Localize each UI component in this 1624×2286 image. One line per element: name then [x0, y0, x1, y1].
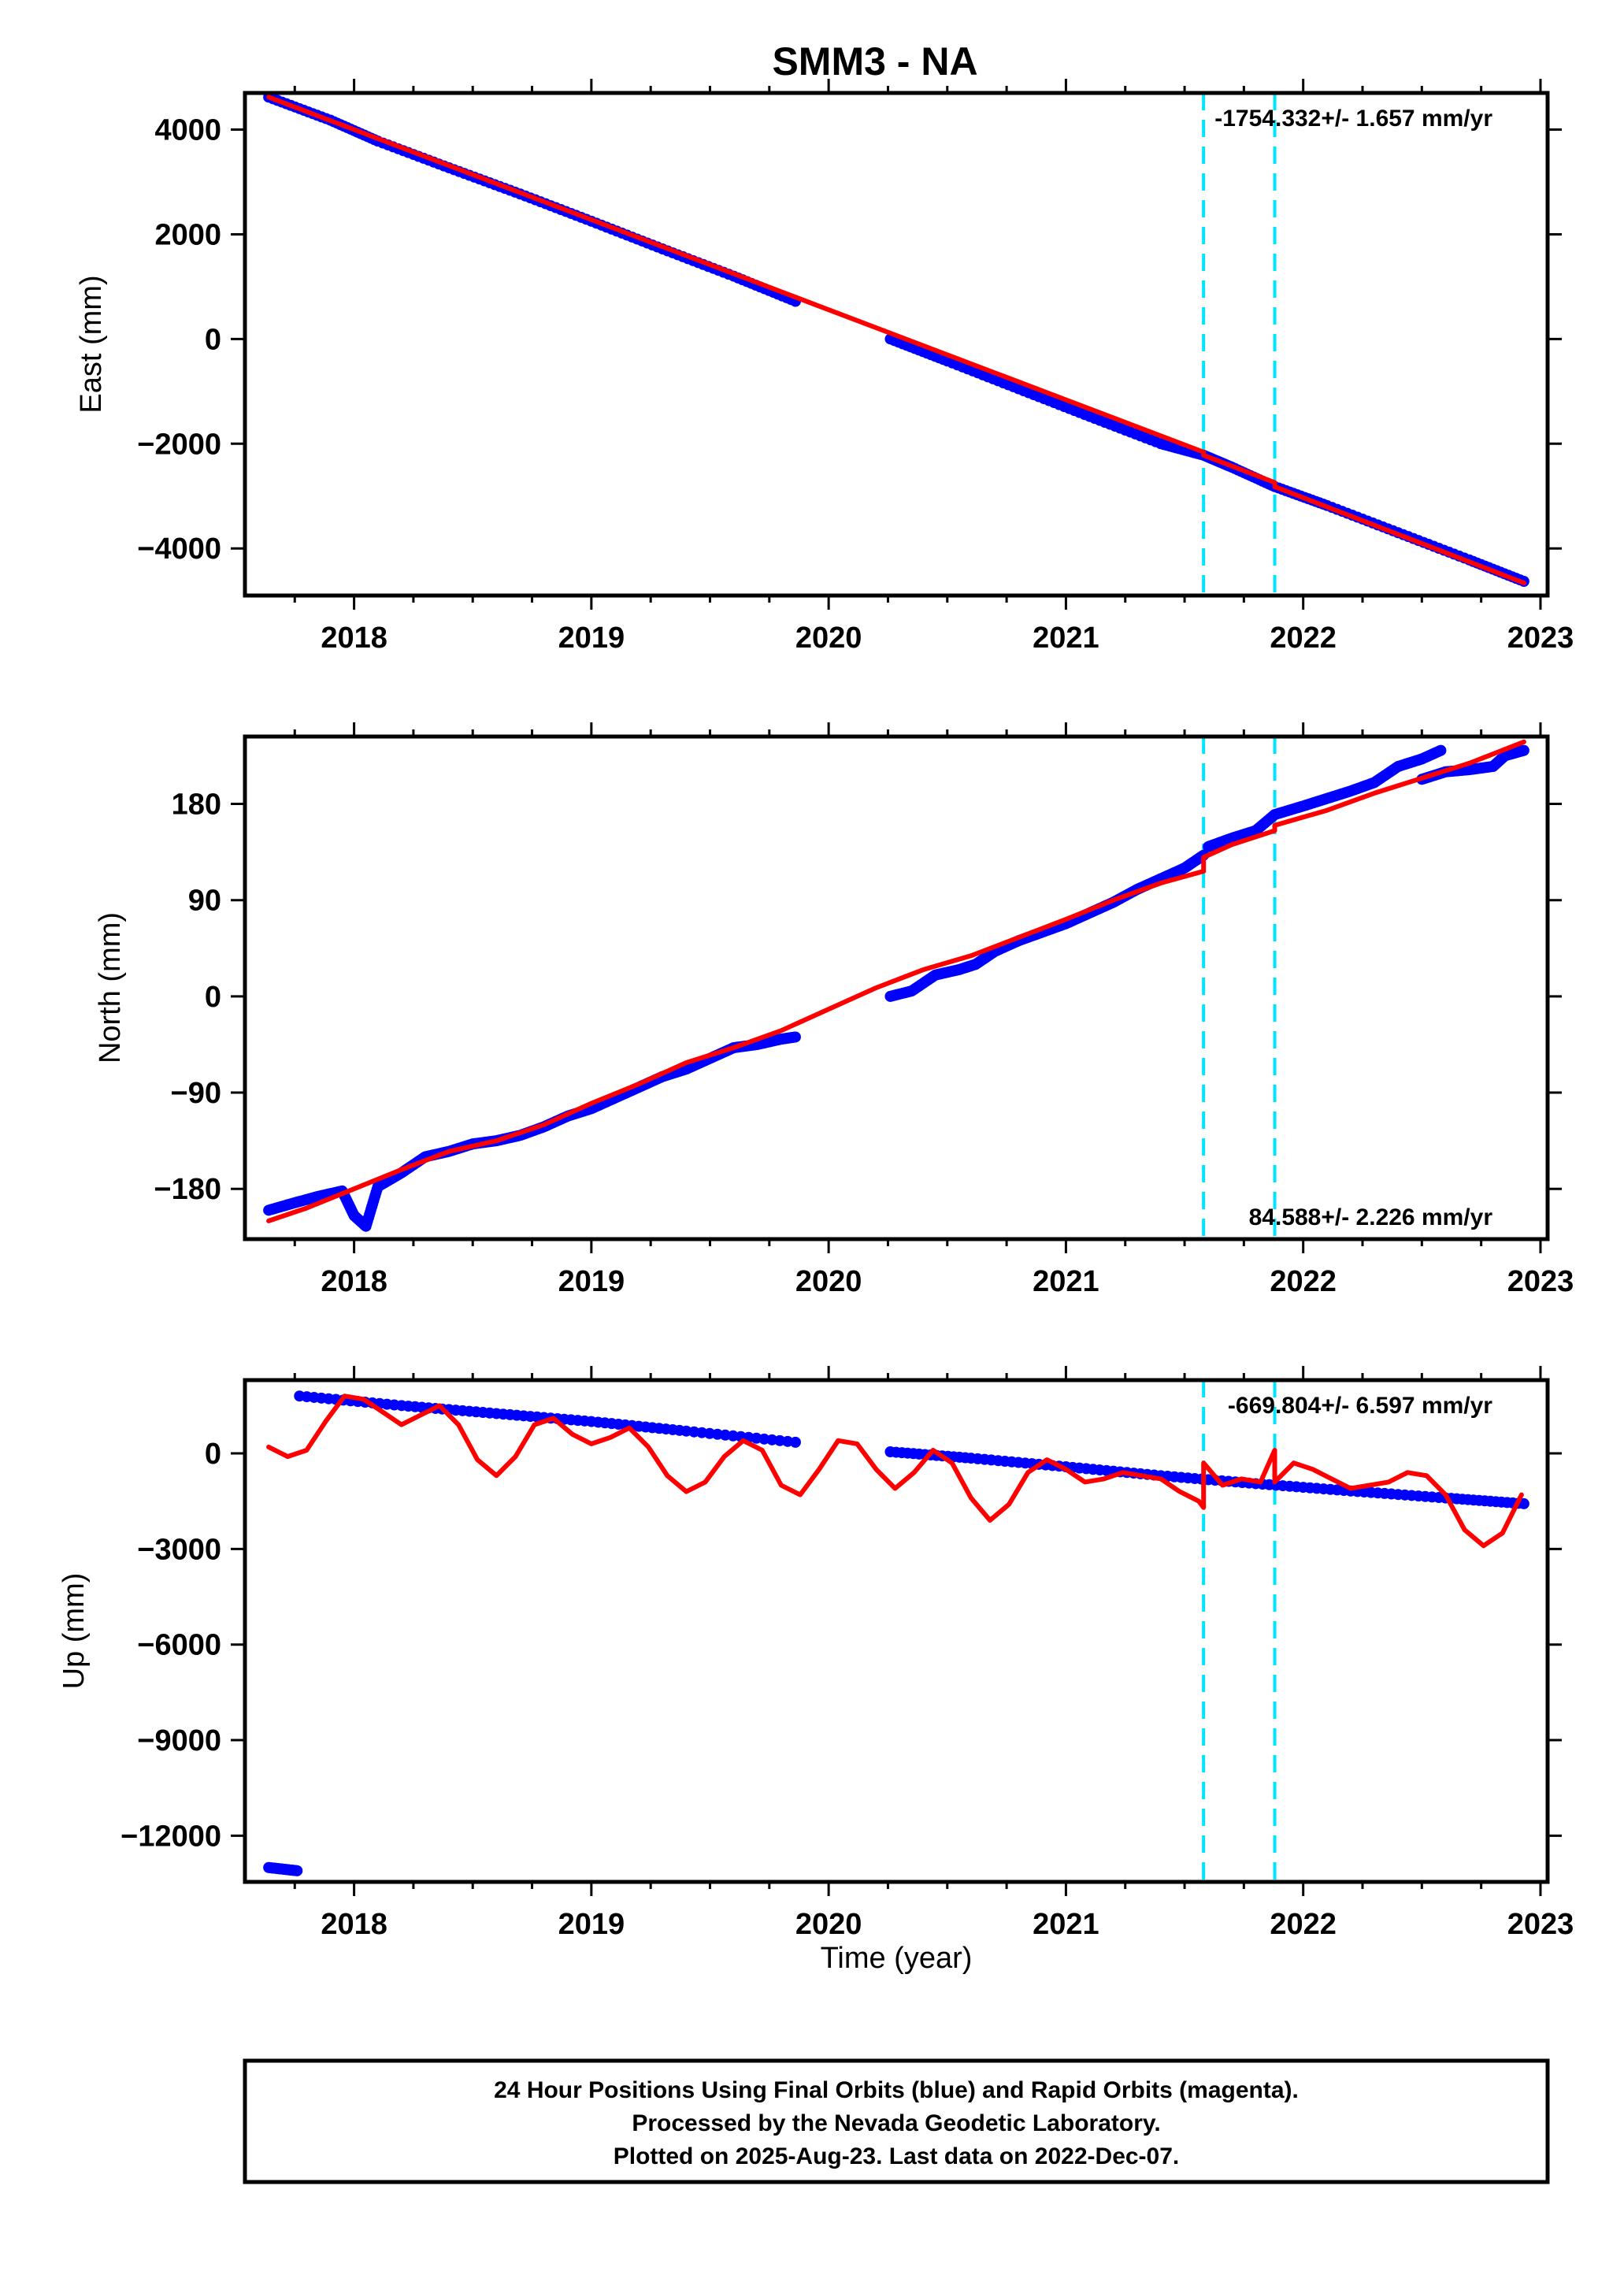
model-fit-line: [266, 95, 1526, 585]
panel-frame: [243, 1378, 1550, 1884]
y-tick-label: 4000: [154, 114, 221, 147]
y-tick-label: −6000: [137, 1629, 221, 1662]
x-tick-label: 2021: [1033, 1908, 1099, 1941]
y-tick-label: 0: [205, 981, 221, 1014]
data-point: [789, 1031, 801, 1043]
y-tick-label: −4000: [137, 533, 221, 566]
y-tick-label: 2000: [154, 218, 221, 251]
plot-area: [263, 1380, 1529, 1882]
y-tick-label: −9000: [137, 1724, 221, 1757]
model-fit-line: [266, 739, 1526, 1223]
panel-up: 2018 2019 2020 2021 2022 2023 0 −3000 −6000 −9000…: [57, 1366, 1574, 1941]
x-tick-label: 2022: [1270, 1908, 1337, 1941]
y-tick-label: −90: [171, 1077, 221, 1110]
panel-frame: [243, 734, 1550, 1241]
y-tick-label: 180: [172, 789, 221, 822]
rate-annotation: -669.804+/- 6.597 mm/yr: [1228, 1393, 1492, 1419]
x-tick-label: 2023: [1507, 1265, 1574, 1298]
x-tick-label: 2023: [1507, 1908, 1574, 1941]
chart-title: SMM3 - NA: [772, 39, 977, 83]
y-axis-label: East (mm): [75, 275, 108, 413]
data-segment-2: [294, 1390, 801, 1448]
data-point: [291, 1865, 303, 1876]
data-point: [1518, 744, 1529, 756]
y-tick-label: 0: [205, 1438, 221, 1471]
y-tick-label: 90: [188, 885, 221, 918]
y-tick-label: −3000: [137, 1533, 221, 1566]
data-segment-3: [884, 1446, 1529, 1509]
x-tick-label: 2021: [1033, 1265, 1099, 1298]
data-segment-1: [263, 1031, 801, 1232]
data-point: [1435, 744, 1447, 756]
data-segment-2: [884, 849, 1210, 1002]
panels: 2018 2019 2020 2021 2022 2023 4000 2000 0 −2000 −4…: [57, 79, 1574, 1941]
caption-box: 24 Hour Positions Using Final Orbits (bl…: [243, 2058, 1550, 2184]
x-tick-label: 2019: [558, 1265, 625, 1298]
caption-line-1: 24 Hour Positions Using Final Orbits (bl…: [494, 2077, 1299, 2103]
panel-east: 2018 2019 2020 2021 2022 2023 4000 2000 0 −2000 −4…: [75, 79, 1574, 655]
panel-north: 2018 2019 2020 2021 2022 2023 180 90 0 −90 −180 Nor…: [94, 722, 1574, 1298]
caption-frame: [243, 2058, 1550, 2184]
data-point: [1518, 1497, 1529, 1509]
x-tick-label: 2022: [1270, 622, 1337, 655]
x-axis-label: Time (year): [821, 1942, 973, 1975]
y-tick-label: −180: [154, 1173, 221, 1206]
rate-annotation: -1754.332+/- 1.657 mm/yr: [1214, 106, 1492, 132]
x-tick-label: 2023: [1507, 622, 1574, 655]
data-segment-1: [263, 1861, 303, 1876]
x-tick-label: 2021: [1033, 622, 1099, 655]
x-tick-label: 2018: [321, 1265, 387, 1298]
rate-annotation: 84.588+/- 2.226 mm/yr: [1249, 1204, 1493, 1230]
x-tick-label: 2018: [321, 1908, 387, 1941]
x-tick-label: 2020: [795, 622, 862, 655]
y-axis-label: North (mm): [94, 912, 127, 1063]
x-tick-label: 2018: [321, 622, 387, 655]
data-point: [789, 1436, 801, 1448]
caption-line-2: Processed by the Nevada Geodetic Laborat…: [632, 2110, 1160, 2136]
x-tick-label: 2020: [795, 1265, 862, 1298]
x-tick-label: 2020: [795, 1908, 862, 1941]
model-fit-line: [266, 1393, 1524, 1549]
y-tick-label: 0: [205, 323, 221, 356]
x-tick-label: 2022: [1270, 1265, 1337, 1298]
y-axis-label: Up (mm): [57, 1573, 91, 1690]
x-tick-label: 2019: [558, 1908, 625, 1941]
plot-area: [263, 737, 1529, 1239]
x-tick-label: 2019: [558, 622, 625, 655]
y-tick-label: −2000: [137, 428, 221, 461]
data-segment-3: [1203, 744, 1447, 852]
y-tick-label: −12000: [121, 1820, 221, 1853]
panel-frame: [243, 91, 1550, 598]
plot-area: [263, 93, 1529, 596]
caption-line-3: Plotted on 2025-Aug-23. Last data on 202…: [614, 2143, 1180, 2169]
